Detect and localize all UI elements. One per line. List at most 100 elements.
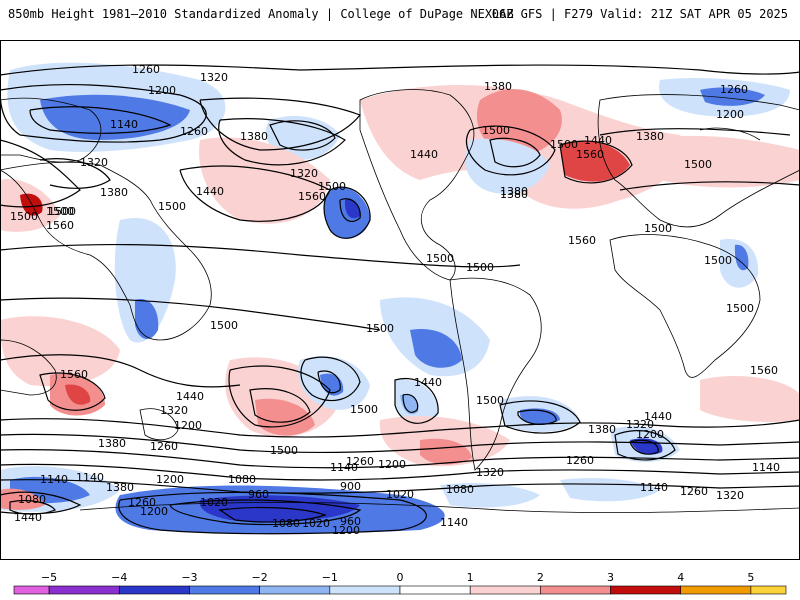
colorbar-bin [399,585,471,595]
contour-label: 900 [340,480,361,493]
colorbar-graphic: −5 −4 −3 −2 −1 0 1 2 3 4 5 [13,571,787,595]
contour-label: 1500 [366,322,394,335]
contour-label: 1440 [414,376,442,389]
contour-label: 1500 [426,252,454,265]
contour-label: 1080 [446,483,474,496]
contour-label: 1560 [46,219,74,232]
colorbar-bin [48,585,120,595]
contour-label: 1140 [640,481,668,494]
contour-label: 1260 [346,455,374,468]
contour-label: 1380 [98,437,126,450]
colorbar-tick-label: −1 [322,571,338,584]
colorbar-bin [118,585,190,595]
contour-label: 1140 [40,473,68,486]
contour-label: 1080 [18,493,46,506]
contour-label: 1200 [332,524,360,537]
colorbar-tick-label: 3 [607,571,614,584]
contour-label: 1500 [550,138,578,151]
contour-label: 1380 [500,185,528,198]
header-bar: 850mb Height 1981–2010 Standardized Anom… [0,0,800,40]
contour-label: 1500 [704,254,732,267]
contour-label: 1260 [720,83,748,96]
colorbar-tick-label: −5 [41,571,57,584]
contour-label: 1020 [302,517,330,530]
contour-label: 1380 [106,481,134,494]
contour-labels: 1260 1200 1140 1260 1320 1380 1380 1320 … [10,63,780,537]
contour-label: 1200 [378,458,406,471]
contour-label: 1200 [174,419,202,432]
contour-label: 1260 [128,496,156,509]
contour-label: 1380 [240,130,268,143]
contour-label: 1500 [270,444,298,457]
contour-label: 1320 [200,71,228,84]
contour-label: 1020 [386,488,414,501]
contour-label: 1560 [750,364,778,377]
contour-label: 1080 [228,473,256,486]
contour-label: 1260 [566,454,594,467]
colorbar-bin [680,585,752,595]
contour-label: 1500 [158,200,186,213]
colorbar-tick-label: 0 [397,571,404,584]
contour-label: 1500 [318,180,346,193]
colorbar-bin [13,585,50,595]
contour-label: 1500 [482,124,510,137]
contour-label: 1440 [176,390,204,403]
contour-label: 1380 [484,80,512,93]
contour-label: 1260 [150,440,178,453]
map-panel: 1260 1200 1140 1260 1320 1380 1380 1320 … [0,40,800,560]
contour-label: 1440 [196,185,224,198]
contour-label: 1200 [156,473,184,486]
contour-label: 1320 [716,489,744,502]
contour-label: 1320 [160,404,188,417]
contour-label: 1260 [680,485,708,498]
contour-label: 1440 [584,134,612,147]
colorbar-tick-label: 1 [467,571,474,584]
contour-label: 1200 [148,84,176,97]
colorbar-bin [540,585,611,595]
contour-label: 1380 [636,130,664,143]
contour-label: 1560 [568,234,596,247]
colorbar-bins [13,585,787,595]
contour-label: 1560 [298,190,326,203]
contour-label: 1500 [476,394,504,407]
contour-label: 1560 [60,368,88,381]
contour-label: 1380 [100,186,128,199]
contour-label: 1140 [110,118,138,131]
colorbar-bin [189,585,260,595]
contour-label: 1380 [588,423,616,436]
model-run-info: 06Z GFS | F279 Valid: 21Z SAT APR 05 202… [491,7,788,21]
colorbar-ticks: −5 −4 −3 −2 −1 0 1 2 3 4 5 [41,571,754,584]
contour-label: 1500 [350,403,378,416]
contour-label: 1500 [210,319,238,332]
contour-label: 1320 [626,418,654,431]
contour-label: 1560 [576,148,604,161]
height-contours [0,64,800,535]
colorbar-tick-label: 2 [537,571,544,584]
contour-label: 1140 [752,461,780,474]
contour-label: 1380 [500,188,528,201]
colorbar-bin [750,585,787,595]
colorbar-tick-label: −4 [111,571,127,584]
colorbar-tick-label: −2 [252,571,268,584]
contour-label: 1140 [440,516,468,529]
contour-label: 1320 [290,167,318,180]
map-title: 850mb Height 1981–2010 Standardized Anom… [8,7,514,21]
colorbar: −5 −4 −3 −2 −1 0 1 2 3 4 5 [0,560,800,600]
colorbar-bin [610,585,682,595]
contour-label: 1260 [132,63,160,76]
contour-label: 1020 [200,496,228,509]
contour-label: 1440 [644,410,672,423]
colorbar-tick-label: 4 [677,571,684,584]
contour-label: 1140 [76,471,104,484]
contour-label: 1500 [726,302,754,315]
colorbar-bin [329,585,401,595]
contour-label: 1200 [716,108,744,121]
contour-label: 1500 [466,261,494,274]
contour-label: 1440 [14,511,42,524]
contour-label: 1200 [636,428,664,441]
contour-label: 1200 [140,505,168,518]
colorbar-bin [469,585,541,595]
contour-label: 960 [340,515,361,528]
contour-label: 1500 [10,210,38,223]
colorbar-tick-label: −3 [181,571,197,584]
